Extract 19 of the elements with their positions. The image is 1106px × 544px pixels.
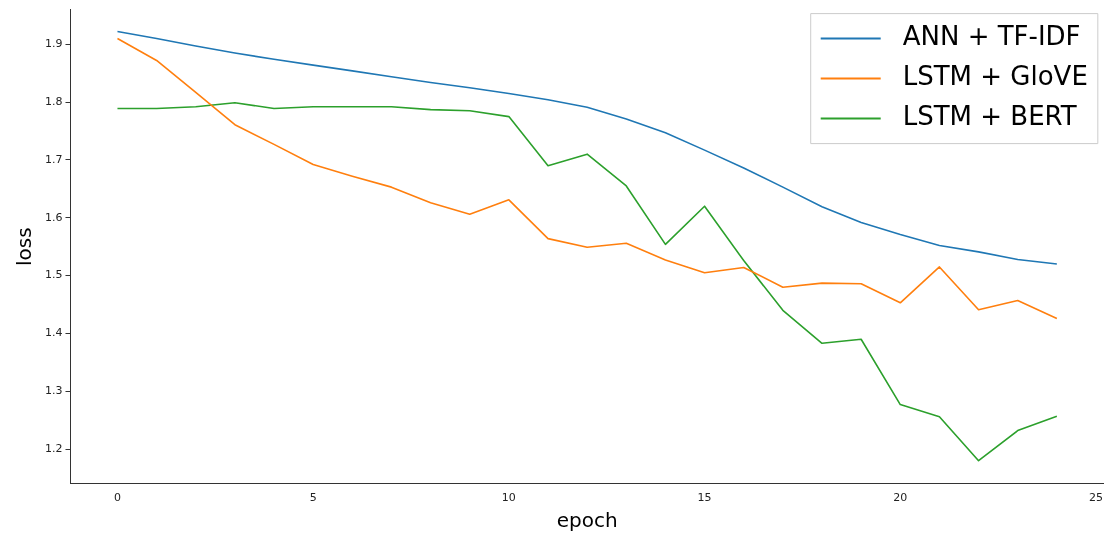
x-tick-label: 10: [501, 491, 516, 505]
legend-label: LSTM + GloVE: [902, 61, 1088, 92]
y-tick-label: 1.5: [44, 268, 63, 282]
y-tick-label: 1.3: [44, 384, 63, 398]
y-tick-label: 1.4: [44, 326, 63, 340]
x-tick-label: 5: [309, 491, 317, 505]
x-tick-label: 0: [113, 491, 121, 505]
x-tick-label: 15: [697, 491, 712, 505]
x-tick-label: 25: [1088, 491, 1103, 505]
legend-label: ANN + TF-IDF: [902, 21, 1081, 52]
y-axis-title: loss: [12, 227, 37, 267]
x-tick-label: 20: [893, 491, 908, 505]
y-tick-label: 1.6: [44, 210, 63, 224]
legend-label: LSTM + BERT: [902, 101, 1077, 132]
y-tick-label: 1.2: [44, 441, 63, 455]
y-tick-label: 1.8: [44, 94, 63, 108]
y-tick-label: 1.7: [44, 152, 63, 166]
y-tick-label: 1.9: [44, 37, 63, 51]
x-axis-title: epoch: [556, 508, 618, 533]
